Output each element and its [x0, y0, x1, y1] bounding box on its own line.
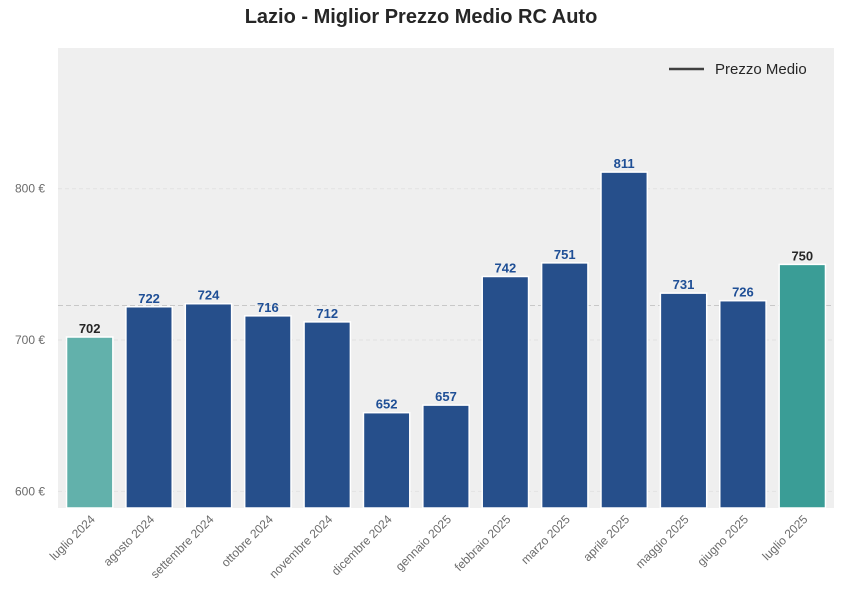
x-tick-label: febbraio 2025	[452, 512, 514, 574]
bar	[600, 171, 649, 509]
x-tick-label: aprile 2025	[580, 512, 632, 564]
x-tick-label: settembre 2024	[148, 512, 217, 581]
bar-value-label: 722	[138, 291, 160, 306]
bar	[303, 321, 352, 509]
y-tick-label: 600 €	[15, 484, 45, 498]
bar-value-labels: 702 722 724 716 712 652 657 742 751 811 731 726 750	[79, 156, 813, 412]
bar	[659, 292, 708, 509]
x-tick-label: maggio 2025	[633, 512, 692, 571]
bar	[243, 315, 292, 509]
bar-value-label: 657	[435, 389, 457, 404]
bar-value-label: 811	[614, 156, 635, 171]
bar	[719, 299, 767, 509]
chart-title: Lazio - Miglior Prezzo Medio RC Auto	[244, 6, 598, 28]
x-tick-label: agosto 2024	[101, 512, 158, 569]
x-tick-label: giugno 2025	[694, 512, 751, 569]
y-axis-ticks: 600 € 700 € 800 €	[15, 182, 45, 499]
legend-label: Prezzo Medio	[715, 61, 807, 78]
bar-value-label: 712	[316, 306, 338, 321]
bar-value-label: 652	[376, 397, 398, 412]
x-tick-label: luglio 2024	[47, 512, 98, 563]
bar-value-label: 726	[732, 285, 754, 300]
bar-value-label: 751	[554, 247, 576, 262]
bar	[125, 306, 173, 509]
bar-value-label: 750	[791, 248, 813, 263]
bars	[65, 171, 827, 509]
bar-value-label: 731	[673, 277, 695, 292]
y-tick-label: 700 €	[15, 333, 45, 347]
bar-value-label: 716	[257, 300, 279, 315]
x-tick-label: marzo 2025	[518, 512, 573, 567]
bar-value-label: 742	[495, 260, 517, 275]
legend: Prezzo Medio	[669, 61, 807, 78]
bar-value-label: 702	[79, 321, 101, 336]
bar-value-label: 724	[198, 288, 220, 303]
x-tick-label: dicembre 2024	[329, 512, 395, 578]
bar	[422, 404, 470, 509]
x-tick-label: luglio 2025	[759, 512, 810, 563]
bar	[362, 411, 411, 509]
bar	[65, 336, 114, 509]
bar	[540, 262, 589, 509]
bar	[778, 263, 827, 509]
bar	[481, 275, 530, 509]
bar	[184, 302, 233, 509]
x-tick-label: gennaio 2025	[393, 512, 455, 574]
x-tick-label: novembre 2024	[266, 512, 335, 581]
y-tick-label: 800 €	[15, 182, 45, 196]
x-tick-label: ottobre 2024	[218, 512, 276, 570]
